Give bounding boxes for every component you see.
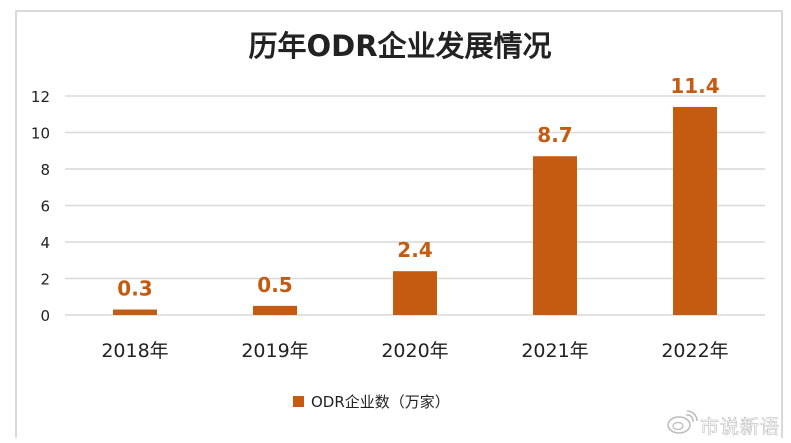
y-tick-label: 2 <box>40 271 50 289</box>
data-label: 0.3 <box>117 277 152 301</box>
bar <box>673 106 717 315</box>
data-label: 2.4 <box>397 238 432 262</box>
watermark-text: 市说新语 <box>700 416 781 439</box>
y-tick-label: 4 <box>40 234 50 252</box>
legend-label: ODR企业数（万家） <box>311 393 450 411</box>
x-tick-label: 2019年 <box>241 340 308 362</box>
x-tick-label: 2018年 <box>101 340 168 362</box>
y-tick-label: 0 <box>40 307 50 325</box>
chart-frame <box>15 10 783 438</box>
bar <box>113 309 157 315</box>
data-label: 0.5 <box>257 273 292 297</box>
chart-title: 历年ODR企业发展情况 <box>248 29 551 63</box>
legend-swatch <box>293 396 304 407</box>
x-tick-label: 2020年 <box>381 340 448 362</box>
data-label: 11.4 <box>670 74 719 98</box>
data-label: 8.7 <box>537 123 572 147</box>
bar <box>533 156 577 315</box>
y-tick-label: 10 <box>31 125 50 143</box>
y-tick-label: 12 <box>31 88 50 106</box>
legend: ODR企业数（万家） <box>293 393 450 411</box>
bar <box>393 271 437 315</box>
bar <box>253 305 297 315</box>
y-tick-label: 8 <box>40 161 50 179</box>
y-tick-label: 6 <box>40 198 50 216</box>
x-tick-label: 2022年 <box>661 340 728 362</box>
x-tick-label: 2021年 <box>521 340 588 362</box>
weibo-icon <box>667 410 698 434</box>
